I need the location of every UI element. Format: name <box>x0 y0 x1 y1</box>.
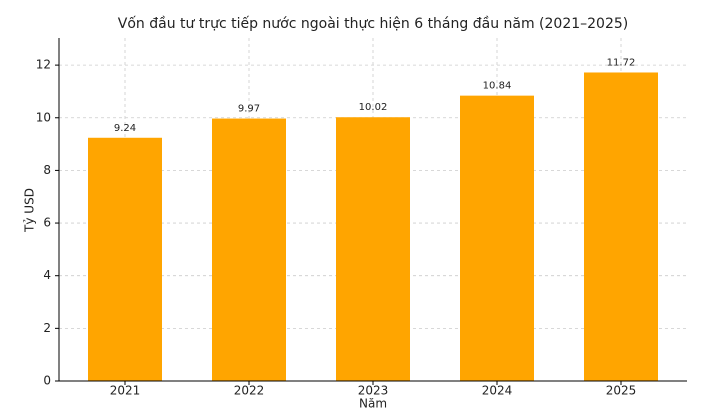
y-tick-label: 4 <box>43 268 51 282</box>
bar <box>336 117 410 382</box>
y-tick-label: 2 <box>43 321 51 335</box>
bar <box>88 137 162 381</box>
value-label: 11.72 <box>607 57 636 68</box>
x-tick-label: 2024 <box>482 384 513 398</box>
bar <box>460 95 534 382</box>
bar <box>212 118 286 382</box>
y-tick-label: 10 <box>36 110 51 124</box>
value-label: 10.84 <box>483 81 512 92</box>
y-axis-label: Tỷ USD <box>23 188 37 233</box>
bars <box>88 72 658 382</box>
y-tick-label: 0 <box>43 374 51 388</box>
y-tick-label: 12 <box>36 58 51 72</box>
value-label: 9.24 <box>114 123 136 134</box>
value-label: 10.02 <box>359 102 388 113</box>
x-axis-label: Năm <box>359 397 387 411</box>
x-tick-label: 2022 <box>234 384 265 398</box>
y-tick-label: 8 <box>43 163 51 177</box>
chart-title: Vốn đầu tư trực tiếp nước ngoài thực hiệ… <box>118 15 628 32</box>
bar <box>584 72 658 382</box>
value-label: 9.97 <box>238 104 260 115</box>
y-tick-label: 6 <box>43 216 51 230</box>
x-tick-label: 2021 <box>110 384 141 398</box>
x-tick-label: 2023 <box>358 384 389 398</box>
x-tick-label: 2025 <box>606 384 637 398</box>
